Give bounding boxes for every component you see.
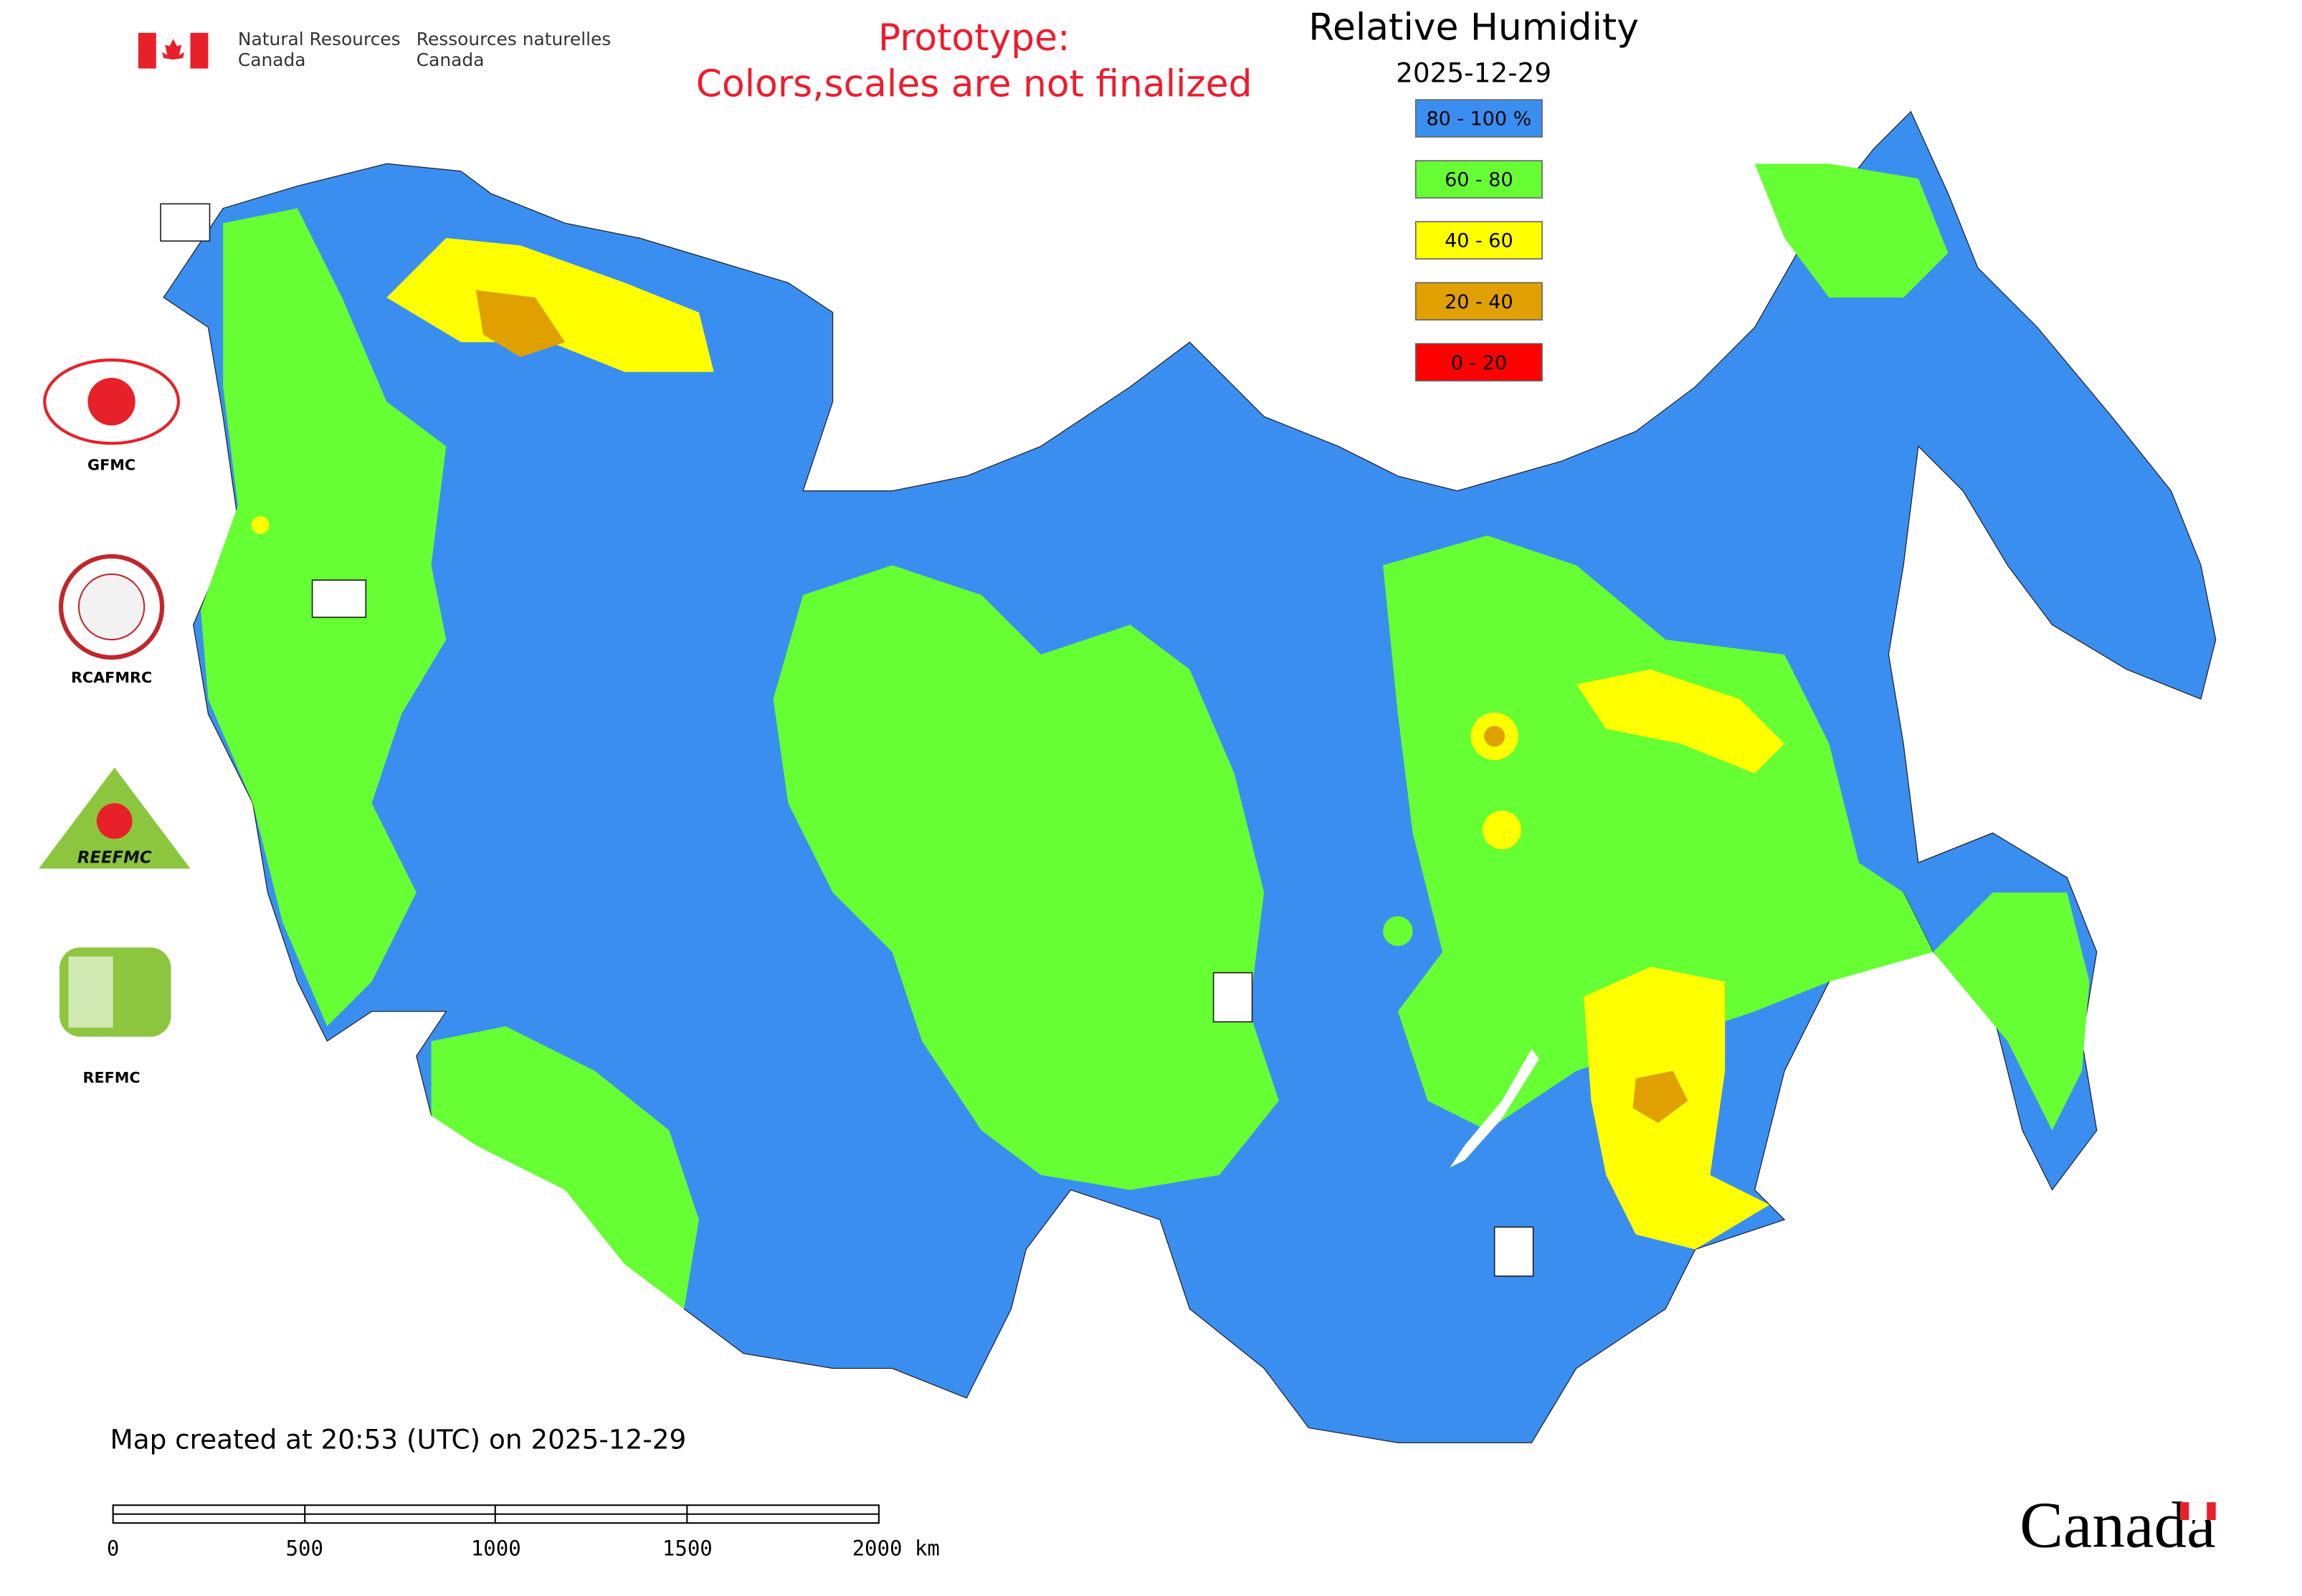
agency-signature: Natural Resources Canada Ressources natu…	[138, 29, 611, 70]
logo-label: REFMC	[82, 1069, 140, 1086]
legend-swatch	[1414, 343, 1543, 381]
partner-logos: GFMC RCAFMRC REEFMC REFMC	[38, 358, 191, 1086]
map	[160, 110, 2217, 1443]
scale-label: 0	[107, 1536, 119, 1561]
land-moderate	[773, 565, 1279, 1190]
legend-swatch	[1414, 282, 1543, 320]
legend: 80 - 100 % 60 - 80 40 - 60 20 - 40 0 - 20	[1414, 99, 1543, 381]
logo-label: GFMC	[87, 456, 135, 473]
flag-bar	[190, 32, 209, 69]
flag-bar	[138, 32, 156, 69]
land-moderate	[1754, 163, 1949, 298]
agency-en: Natural Resources	[238, 29, 401, 49]
map-title: Relative Humidity	[1308, 6, 1639, 49]
logo-label: REEFMC	[77, 849, 152, 868]
land-very-dry	[475, 290, 566, 357]
reefmc-logo	[96, 803, 133, 840]
scale-label: 2000 km	[852, 1536, 940, 1561]
map-date: 2025-12-29	[1396, 57, 1551, 88]
refmc-logo	[68, 956, 113, 1028]
land-moderate	[1933, 892, 2090, 1131]
legend-label: 20 - 40	[1445, 291, 1513, 313]
gfmc-logo	[87, 378, 135, 426]
agency-en: Canada	[238, 49, 306, 70]
marker	[1212, 972, 1253, 1023]
maple-leaf	[162, 39, 185, 60]
marker	[311, 579, 367, 618]
marker	[1493, 1226, 1534, 1277]
land-moderate	[431, 1026, 699, 1309]
legend-label: 80 - 100 %	[1426, 108, 1531, 130]
gfmc-logo	[43, 358, 180, 445]
land-dry	[1483, 810, 1521, 850]
land-dry	[251, 516, 270, 534]
rcafmrc-logo	[77, 573, 146, 641]
legend-label: 40 - 60	[1445, 230, 1513, 252]
land-very-dry	[1484, 726, 1506, 747]
scale-bar	[112, 1504, 880, 1524]
legend-swatch	[1414, 160, 1543, 199]
land-dry	[1576, 669, 1785, 774]
logo-label: RCAFMRC	[71, 669, 152, 686]
scale-label: 500	[285, 1536, 323, 1561]
agency-fr: Ressources naturelles	[417, 29, 612, 49]
legend-swatch	[1414, 99, 1543, 138]
legend-label: 60 - 80	[1445, 169, 1513, 191]
scale-label: 1000	[471, 1536, 521, 1561]
wordmark-flag	[2189, 1502, 2207, 1521]
legend-label: 0 - 20	[1451, 352, 1507, 374]
canada-wordmark: Canada	[2020, 1489, 2216, 1562]
notice: Prototype:	[878, 16, 1070, 60]
lake-baikal	[1450, 1048, 1539, 1168]
notice: Colors,scales are not finalized	[696, 62, 1252, 105]
reference-markers	[160, 203, 1534, 1277]
land-very-dry	[1632, 1070, 1688, 1124]
scale-labels: 0 500 1000 1500 2000 km	[107, 1536, 940, 1561]
marker	[160, 203, 211, 242]
scale-label: 1500	[662, 1536, 713, 1561]
map-created: Map created at 20:53 (UTC) on 2025-12-29	[110, 1424, 686, 1455]
land-dry	[386, 238, 714, 372]
agency-fr: Canada	[417, 49, 485, 70]
land-moderate	[1383, 916, 1413, 946]
land-moderate	[1383, 535, 1934, 1131]
legend-swatch	[1414, 221, 1543, 260]
